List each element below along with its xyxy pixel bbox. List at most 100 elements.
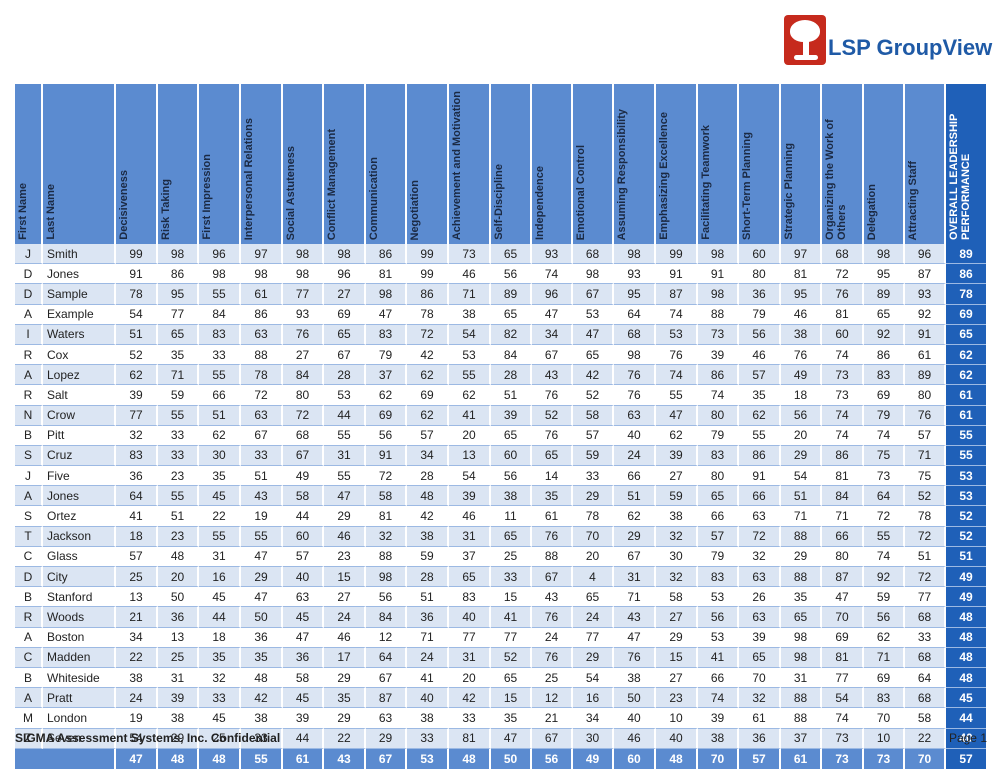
score-cell: 17 <box>324 647 366 668</box>
score-cell: 47 <box>366 304 407 325</box>
column-header-facilitating-teamwork: Facilitating Teamwork <box>698 84 739 244</box>
score-cell: 81 <box>366 506 407 527</box>
score-cell: 27 <box>656 667 698 689</box>
column-header-organizing-the-work-of-others: Organizing the Work of Others <box>822 84 864 244</box>
score-cell: 64 <box>905 667 946 689</box>
average-cell: 55 <box>241 748 283 769</box>
table-row: M London 19 38 45 38 39 29 63 38 33 35 21 34 40 10 39 61 8… <box>15 708 986 729</box>
score-cell: 31 <box>449 526 491 547</box>
score-cell: 71 <box>614 587 656 608</box>
score-cell: 34 <box>407 445 449 467</box>
score-cell: 98 <box>366 284 407 305</box>
score-cell: 81 <box>366 264 407 285</box>
score-cell: 39 <box>283 708 324 729</box>
score-cell: 98 <box>199 264 241 285</box>
score-cell: 68 <box>822 244 864 265</box>
overall-score-cell: 89 <box>946 244 986 265</box>
score-cell: 46 <box>449 506 491 527</box>
first-name-cell: R <box>15 385 43 406</box>
score-cell: 65 <box>573 587 614 608</box>
score-cell: 24 <box>116 688 158 709</box>
column-header-strategic-planning: Strategic Planning <box>781 84 822 244</box>
score-cell: 44 <box>199 607 241 628</box>
first-name-cell: A <box>15 627 43 648</box>
score-cell: 75 <box>905 466 946 487</box>
score-cell: 72 <box>905 567 946 588</box>
score-cell: 62 <box>366 385 407 406</box>
score-cell: 73 <box>449 244 491 265</box>
score-cell: 87 <box>822 567 864 588</box>
column-header-attracting-staff: Attracting Staff <box>905 84 946 244</box>
score-cell: 20 <box>573 546 614 567</box>
score-cell: 52 <box>491 647 532 668</box>
last-name-cell: Jones <box>43 264 116 285</box>
table-row: T Jackson 18 23 55 55 60 46 32 38 31 65 76 70 29 32 57 72… <box>15 526 986 547</box>
score-cell: 45 <box>199 708 241 729</box>
score-cell: 72 <box>283 405 324 426</box>
score-cell: 57 <box>573 425 614 446</box>
score-cell: 76 <box>656 344 698 366</box>
table-row: C Glass 57 48 31 47 57 23 88 59 37 25 88 20 67 30 79 32 29… <box>15 546 986 567</box>
column-header-label: Emotional Control <box>575 144 587 240</box>
score-cell: 18 <box>199 627 241 648</box>
score-cell: 70 <box>739 667 781 689</box>
score-cell: 77 <box>905 587 946 608</box>
score-cell: 99 <box>407 244 449 265</box>
score-cell: 70 <box>864 708 905 729</box>
score-cell: 81 <box>822 304 864 325</box>
score-cell: 71 <box>905 445 946 467</box>
column-header-label: Independence <box>534 166 546 240</box>
score-cell: 33 <box>241 445 283 467</box>
score-cell: 29 <box>366 728 407 749</box>
score-cell: 67 <box>366 667 407 689</box>
score-cell: 78 <box>407 304 449 325</box>
score-cell: 72 <box>822 264 864 285</box>
score-cell: 86 <box>407 284 449 305</box>
last-name-cell: Example <box>43 304 116 325</box>
column-header-conflict-management: Conflict Management <box>324 84 366 244</box>
score-cell: 77 <box>491 627 532 648</box>
score-cell: 79 <box>739 304 781 325</box>
score-cell: 49 <box>781 365 822 386</box>
overall-score-cell: 55 <box>946 445 986 467</box>
score-cell: 74 <box>698 688 739 709</box>
score-cell: 87 <box>366 688 407 709</box>
score-cell: 45 <box>199 486 241 507</box>
first-name-cell: A <box>15 304 43 325</box>
table-row: B Stanford 13 50 45 47 63 27 56 51 83 15 43 65 71 58 53 2… <box>15 587 986 608</box>
score-cell: 21 <box>532 708 573 729</box>
last-name-cell: Pitt <box>43 425 116 446</box>
confidential-notice: SIGMA Assessment Systems, Inc. Confident… <box>15 731 281 745</box>
first-name-cell: J <box>15 244 43 265</box>
score-cell: 38 <box>698 728 739 749</box>
score-cell: 55 <box>324 466 366 487</box>
score-cell: 69 <box>324 304 366 325</box>
score-cell: 88 <box>532 546 573 567</box>
score-cell: 76 <box>532 425 573 446</box>
score-cell: 98 <box>614 344 656 366</box>
score-cell: 25 <box>199 728 241 749</box>
column-header-label: Negotiation <box>409 179 421 241</box>
score-cell: 34 <box>116 627 158 648</box>
score-cell: 79 <box>864 405 905 426</box>
score-cell: 98 <box>698 244 739 265</box>
score-cell: 86 <box>366 244 407 265</box>
score-cell: 13 <box>116 587 158 608</box>
score-cell: 73 <box>822 385 864 406</box>
score-cell: 92 <box>905 304 946 325</box>
first-name-cell: T <box>15 526 43 547</box>
score-cell: 31 <box>158 667 199 689</box>
score-cell: 57 <box>739 365 781 386</box>
score-cell: 78 <box>116 284 158 305</box>
score-cell: 26 <box>739 587 781 608</box>
score-cell: 18 <box>781 385 822 406</box>
score-cell: 32 <box>116 425 158 446</box>
score-cell: 59 <box>864 587 905 608</box>
score-cell: 20 <box>158 567 199 588</box>
score-cell: 81 <box>822 647 864 668</box>
score-cell: 30 <box>199 445 241 467</box>
score-cell: 58 <box>366 486 407 507</box>
last-name-cell: Woods <box>43 607 116 628</box>
score-cell: 71 <box>781 506 822 527</box>
first-name-cell: C <box>15 546 43 567</box>
